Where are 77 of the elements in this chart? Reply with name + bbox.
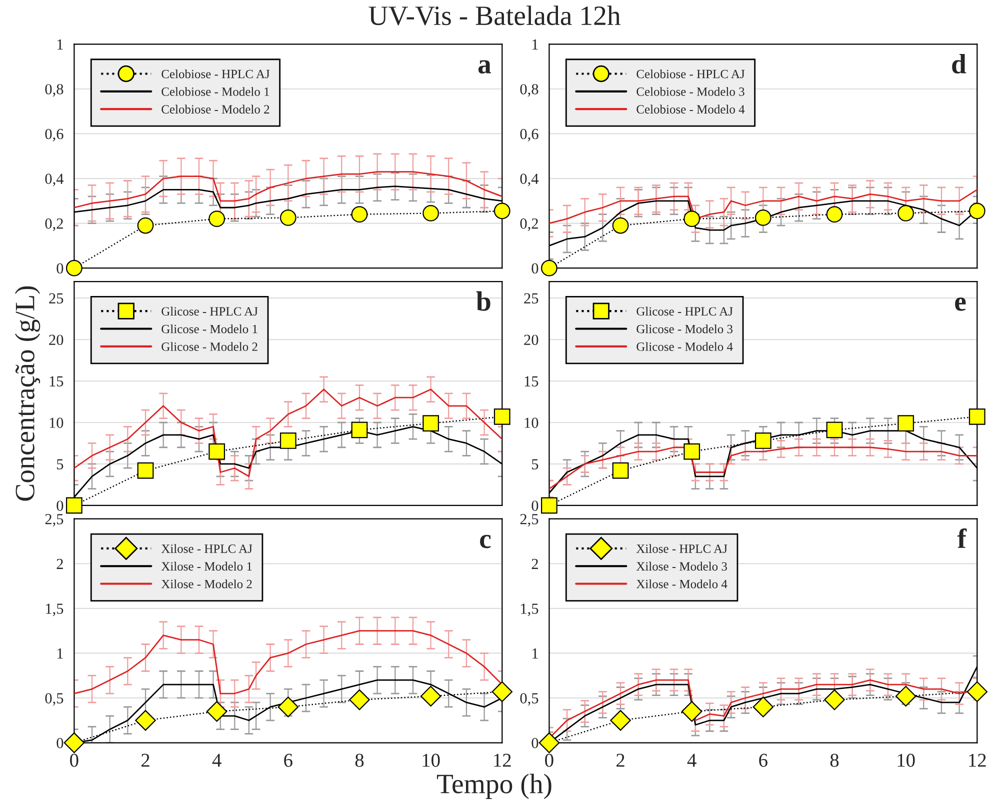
legend-label: Celobiose - HPLC AJ [636,69,745,78]
legend-label: Xilose - Modelo 4 [636,579,728,588]
legend-label: Xilose - Modelo 3 [636,562,727,571]
y-tick-label: 2 [56,558,63,569]
y-tick-label: 0,2 [520,218,538,231]
legend-label: Celobiose - Modelo 1 [162,87,270,96]
y-tick-label: 5 [532,459,538,470]
y-tick-label: 0,6 [45,128,64,142]
y-tick-label: 1 [57,39,63,50]
y-tick-label: 5 [57,459,64,470]
annotation: c [480,534,491,548]
y-tick-label: 0,8 [520,84,538,97]
y-tick-label: 0 [56,263,64,274]
x-tick-label: 8 [830,754,839,767]
y-tick-label: 0 [56,738,64,748]
y-tick-label: 20 [49,334,64,346]
y-tick-label: 15 [50,376,64,386]
legend-label: Celobiose - Modelo 3 [636,87,744,96]
x-tick-label: 12 [969,754,986,767]
y-tick-label: 20 [524,334,538,346]
x-tick-label: 2 [616,754,624,767]
x-tick-label: 12 [494,754,511,767]
legend-label: Xilose - HPLC AJ [161,544,252,553]
y-tick-label: 1 [57,648,63,659]
x-tick-label: 4 [687,754,696,767]
annotation: f [957,528,967,548]
legend-label: Celobiose - HPLC AJ [162,69,270,78]
x-tick-label: 10 [422,754,440,767]
y-tick-label: 0 [532,738,538,748]
x-tick-label: 8 [355,754,364,767]
annotation: d [952,54,966,74]
x-tick-label: 0 [70,754,78,767]
legend-label: Xilose - HPLC AJ [636,544,728,553]
x-tick-label: 10 [898,754,915,767]
y-tick-label: 0,4 [45,174,64,186]
y-tick-label: 2 [532,558,538,569]
y-tick-label: 0,5 [45,693,64,706]
y-tick-label: 2,5 [520,514,538,527]
legend-label: Glicose - Modelo 1 [162,324,258,334]
y-tick-label: 0 [532,263,538,274]
y-tick-label: 0,5 [520,693,538,706]
chart-title: UV-Vis - Batelada 12h [368,6,620,26]
y-tick-label: 0 [532,500,538,511]
x-tick-label: 2 [141,754,150,767]
y-axis-title: Concentração (g/L) [14,286,40,501]
y-tick-label: 2,5 [45,514,64,527]
y-tick-label: 1,5 [46,604,64,616]
y-tick-label: 10 [50,418,64,428]
y-tick-label: 25 [49,293,64,304]
legend-label: Xilose - Modelo 2 [161,579,252,588]
legend-label: Celobiose - Modelo 4 [636,104,745,114]
y-tick-label: 1,5 [521,604,538,616]
y-tick-label: 1 [532,648,538,659]
x-tick-label: 6 [284,754,292,767]
y-tick-label: 0,4 [520,174,539,186]
x-tick-label: 4 [212,754,222,767]
y-tick-label: 0,8 [45,84,64,97]
legend-label: Celobiose - Modelo 2 [162,104,270,114]
annotation: b [476,291,490,311]
legend-label: Glicose - Modelo 3 [636,324,733,334]
y-tick-label: 10 [524,418,538,428]
x-axis-title: Tempo (h) [436,774,552,799]
legend-label: Glicose - Modelo 4 [636,342,733,351]
y-tick-label: 0,6 [520,128,538,142]
y-tick-label: 0 [56,500,64,511]
annotation: e [955,298,966,311]
legend-label: Xilose - Modelo 1 [161,562,252,571]
annotation: a [478,60,491,74]
y-tick-label: 15 [524,376,538,386]
y-tick-label: 0,2 [45,218,63,231]
x-tick-label: 6 [759,754,768,767]
y-tick-label: 1 [532,39,538,50]
legend-label: Glicose - Modelo 2 [162,342,258,351]
legend-label: Glicose - HPLC AJ [636,306,733,316]
y-tick-label: 25 [524,293,538,304]
x-tick-label: 0 [545,754,554,767]
legend-label: Glicose - HPLC AJ [162,306,258,316]
